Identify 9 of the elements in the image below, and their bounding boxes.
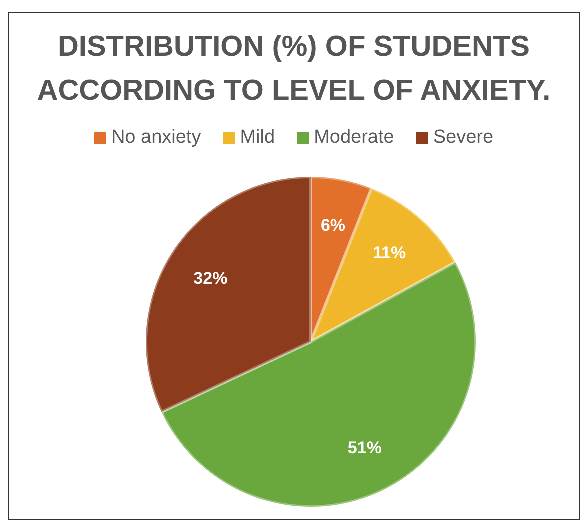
data-label: 6% (320, 216, 346, 235)
data-label: 51% (348, 438, 382, 458)
legend-label: Mild (239, 127, 276, 149)
data-label: 11% (373, 243, 406, 262)
legend-label: No anxiety (110, 127, 202, 149)
legend-label: Moderate (313, 127, 394, 149)
chart-title: DISTRIBUTION (%) OF STUDENTS ACCORDING TO LEVEL OF ANXIETY. (36, 30, 552, 109)
legend-label: Severe (432, 127, 494, 149)
data-label: 32% (194, 268, 228, 288)
